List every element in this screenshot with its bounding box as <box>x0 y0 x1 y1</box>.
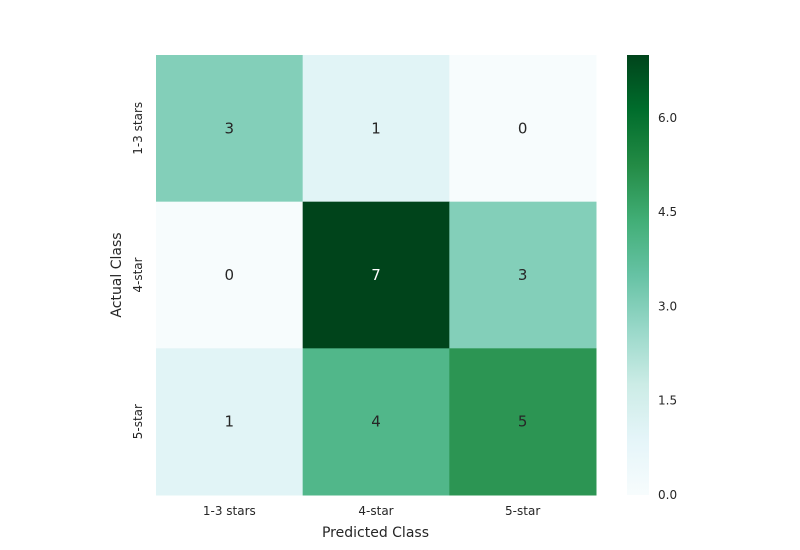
cell-value-label-r0-c1: 1 <box>371 119 381 137</box>
heatmap-cell-r2-c0 <box>156 348 304 496</box>
colorbar-tick-label-2: 3.0 <box>658 299 677 313</box>
cell-value-label-r1-c1: 7 <box>371 266 381 284</box>
colorbar <box>627 55 649 495</box>
heatmap-cell-r0-c2 <box>449 55 597 203</box>
cell-value-label-r1-c2: 3 <box>518 266 528 284</box>
y-tick-label-0: 1-3 stars <box>131 102 145 155</box>
x-tick-labels: 1-3 stars 4-star 5-star <box>203 504 540 518</box>
cell-value-label-r2-c0: 1 <box>225 413 235 431</box>
cell-value-label-r2-c1: 4 <box>371 413 381 431</box>
cell-value-label-r0-c2: 0 <box>518 119 528 137</box>
colorbar-tick-label-0: 0.0 <box>658 488 677 502</box>
heatmap-cell-r1-c2 <box>449 201 597 349</box>
heatmap-cell-r1-c0 <box>156 201 304 349</box>
colorbar-tick-label-1: 1.5 <box>658 394 677 408</box>
cell-value-label-r2-c2: 5 <box>518 413 528 431</box>
y-tick-label-1: 4-star <box>131 257 145 292</box>
cell-value-label-r0-c0: 3 <box>225 119 235 137</box>
colorbar-tick-labels: 0.0 1.5 3.0 4.5 6.0 <box>658 111 677 502</box>
cell-value-label-r1-c0: 0 <box>225 266 235 284</box>
x-axis-title: Predicted Class <box>322 525 429 541</box>
heatmap-cells <box>156 55 597 496</box>
colorbar-tick-label-4: 6.0 <box>658 111 677 125</box>
heatmap-cell-r0-c0 <box>156 55 304 203</box>
y-tick-label-2: 5-star <box>131 404 145 439</box>
heatmap-cell-r2-c2 <box>449 348 597 496</box>
y-axis-title: Actual Class <box>109 232 125 317</box>
heatmap-cell-r1-c1 <box>302 201 450 349</box>
x-tick-label-1: 4-star <box>358 504 393 518</box>
y-tick-labels: 1-3 stars 4-star 5-star <box>131 102 145 439</box>
x-tick-label-2: 5-star <box>505 504 540 518</box>
colorbar-tick-label-3: 4.5 <box>658 205 677 219</box>
heatmap-cell-labels: 3 1 0 0 7 3 1 4 5 <box>225 119 528 430</box>
x-tick-label-0: 1-3 stars <box>203 504 256 518</box>
heatmap-cell-r0-c1 <box>302 55 450 203</box>
heatmap-cell-r2-c1 <box>302 348 450 496</box>
